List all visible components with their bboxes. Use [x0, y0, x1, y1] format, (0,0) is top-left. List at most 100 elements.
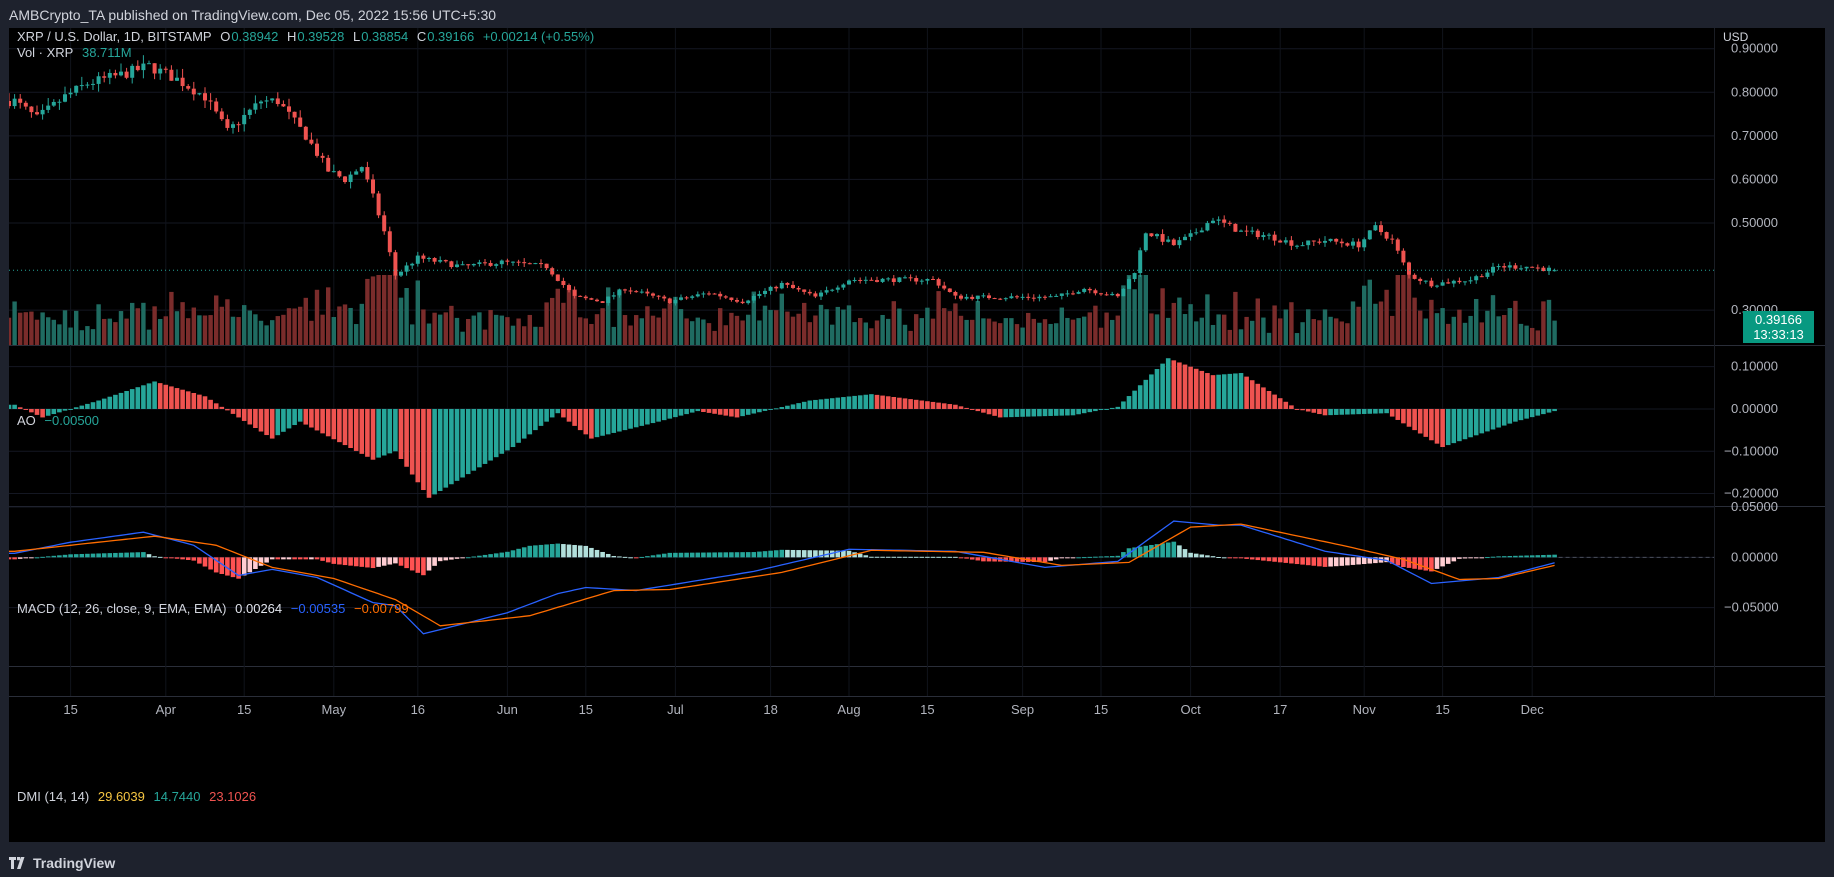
macd-hist-bar: [751, 552, 757, 558]
macd-hist-bar: [303, 557, 309, 560]
ao-bar: [387, 408, 393, 454]
candle: [740, 298, 745, 305]
ao-bar: [1165, 358, 1171, 409]
ao-bar: [589, 408, 594, 439]
macd-hist-bar: [1104, 556, 1109, 558]
macd-hist-bar: [1501, 556, 1507, 558]
volume-bar: [1474, 298, 1479, 345]
candle: [1104, 291, 1109, 296]
candle: [471, 263, 476, 267]
candle: [1412, 273, 1417, 280]
candle-body: [583, 296, 588, 299]
candle-body: [813, 293, 818, 297]
dmi-adx-value: 29.6039: [97, 789, 145, 804]
ao-bar: [297, 408, 303, 422]
candle-body: [421, 255, 426, 259]
ao-bar: [129, 389, 135, 409]
chart-frame[interactable]: USD 0.90000 0.80000 0.70000 0.60000 0.50000 0.…: [9, 28, 1825, 842]
volume-bar: [1513, 300, 1518, 345]
ao-bar: [1233, 373, 1238, 409]
volume-bar: [1199, 317, 1204, 345]
macd-hist-bar: [1529, 555, 1535, 558]
ao-bar: [583, 408, 589, 435]
ao-bar: [1518, 408, 1524, 421]
macd-hist-bar: [57, 555, 62, 558]
volume-bar: [309, 320, 314, 345]
ao-bar: [230, 408, 236, 414]
volume-label[interactable]: Vol · XRP: [17, 45, 74, 60]
candle: [1031, 294, 1036, 302]
macd-hist-bar: [594, 549, 600, 558]
ao-label[interactable]: AO: [17, 413, 36, 428]
candle-body: [1076, 291, 1081, 294]
candle: [718, 291, 723, 300]
volume-bar: [880, 314, 885, 345]
candle: [1043, 295, 1047, 300]
candle: [981, 292, 986, 299]
volume-bar: [785, 311, 790, 345]
macd-hist-bar: [1059, 557, 1065, 559]
volume-bar: [673, 296, 678, 345]
price-tick-label: 0.70000: [1731, 128, 1778, 143]
candle-body: [1261, 235, 1266, 238]
ao-bar: [1193, 368, 1199, 409]
candle: [919, 279, 924, 285]
ao-bar: [561, 408, 566, 418]
volume-bar: [135, 308, 140, 345]
volume-bar: [690, 321, 695, 345]
candle: [421, 253, 426, 263]
macd-hist-bar: [1205, 555, 1210, 558]
macd-hist-bar: [269, 557, 275, 560]
ao-bar: [1053, 408, 1059, 416]
candle: [656, 295, 661, 300]
macd-hist-bar: [118, 552, 124, 558]
volume-bar: [925, 307, 930, 345]
ao-bar: [516, 408, 521, 443]
volume-bar: [9, 317, 12, 345]
ao-bar: [236, 408, 241, 418]
macd-hist-bar: [1188, 552, 1193, 558]
candle: [399, 271, 403, 278]
volume-bar: [1412, 297, 1417, 345]
volume-bar: [57, 324, 62, 345]
volume-bar: [90, 329, 96, 345]
candle-body: [455, 264, 459, 268]
candle: [186, 84, 191, 91]
candle-body: [942, 285, 947, 289]
macd-hist-bar: [135, 552, 141, 558]
volume-bar: [1255, 298, 1260, 345]
macd-hist-bar: [1177, 545, 1182, 558]
tradingview-logo-icon[interactable]: [9, 856, 27, 869]
macd-hist-bar: [1009, 557, 1014, 562]
volume-bar: [1446, 323, 1451, 345]
volume-bar: [141, 302, 146, 345]
volume-bar: [34, 319, 40, 345]
candle: [595, 298, 599, 302]
volume-bar: [1110, 319, 1115, 345]
macd-hist-bar: [628, 557, 633, 559]
macd-hist-bar: [1289, 557, 1294, 564]
candle-body: [1306, 240, 1311, 246]
ao-bar: [645, 408, 650, 425]
symbol-title[interactable]: XRP / U.S. Dollar, 1D, BITSTAMP: [17, 29, 212, 44]
ao-bar: [1384, 408, 1389, 414]
candle: [819, 290, 823, 301]
dmi-label[interactable]: DMI (14, 14): [17, 789, 90, 804]
candle: [802, 289, 807, 295]
candle: [191, 81, 196, 101]
candle: [964, 293, 969, 301]
ao-bar: [281, 408, 286, 432]
time-tick-label: Sep: [1011, 702, 1034, 717]
macd-label[interactable]: MACD (12, 26, close, 9, EMA, EMA): [17, 601, 227, 616]
volume-bar: [1042, 319, 1048, 345]
candle-body: [1395, 239, 1400, 251]
candle: [74, 85, 79, 96]
ao-bar: [1479, 408, 1485, 434]
volume-bar: [818, 304, 824, 345]
candle: [1278, 239, 1283, 243]
candle: [651, 292, 655, 299]
tradingview-brand[interactable]: TradingView: [33, 854, 116, 871]
volume-bar: [947, 311, 952, 345]
candle-body: [1104, 294, 1109, 296]
